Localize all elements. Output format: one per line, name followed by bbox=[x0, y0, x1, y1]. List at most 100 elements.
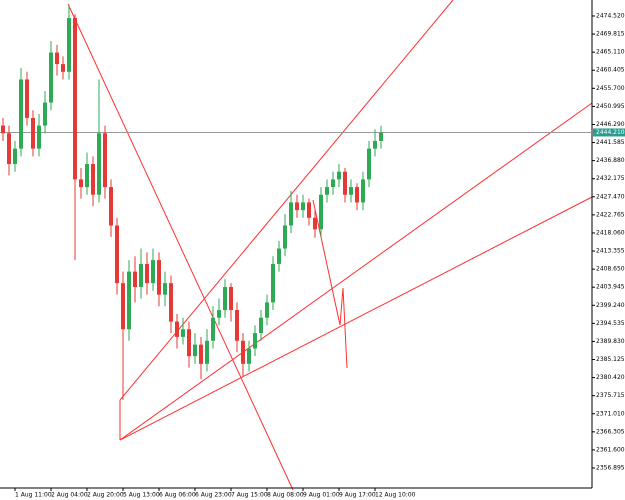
candle-body bbox=[199, 344, 203, 364]
candle-body bbox=[163, 283, 167, 295]
candle-body bbox=[313, 217, 317, 230]
y-tick-label: 2371.010 bbox=[596, 410, 625, 417]
trend-line bbox=[119, 196, 593, 441]
candle-body bbox=[91, 164, 95, 195]
candle-body bbox=[115, 225, 119, 284]
candle-body bbox=[187, 329, 191, 357]
trend-line bbox=[67, 3, 294, 491]
candle-body bbox=[367, 148, 371, 180]
candle-body bbox=[337, 171, 341, 180]
candle-body bbox=[127, 271, 131, 330]
candle-body bbox=[175, 321, 179, 337]
y-tick-label: 2436.880 bbox=[596, 157, 625, 164]
y-tick-label: 2356.895 bbox=[596, 464, 625, 471]
candle-body bbox=[13, 148, 17, 165]
candle-body bbox=[73, 17, 77, 180]
candle-body bbox=[55, 52, 59, 65]
candle-body bbox=[301, 202, 305, 211]
candle-body bbox=[283, 225, 287, 249]
candle-body bbox=[325, 187, 329, 195]
x-tick-label: 1 Aug 11:00 bbox=[15, 492, 52, 499]
candle-body bbox=[319, 194, 323, 230]
candle-body bbox=[121, 283, 125, 330]
candle-body bbox=[379, 132, 383, 141]
candle-body bbox=[49, 52, 53, 103]
candle-body bbox=[247, 348, 251, 364]
y-tick-label: 2460.405 bbox=[596, 67, 625, 74]
x-tick-label: 5 Aug 13:00 bbox=[123, 492, 160, 499]
candle-body bbox=[193, 344, 197, 357]
candle-body bbox=[109, 187, 113, 226]
y-tick-label: 2408.650 bbox=[596, 266, 625, 273]
candle-body bbox=[331, 179, 335, 188]
y-tick-label: 2465.110 bbox=[596, 49, 625, 56]
candle-body bbox=[361, 179, 365, 203]
x-tick-label: 9 Aug 17:00 bbox=[339, 492, 376, 499]
candle-body bbox=[103, 133, 107, 188]
candle-body bbox=[1, 125, 5, 134]
candle-body bbox=[271, 263, 275, 303]
candle-body bbox=[181, 329, 185, 337]
y-tick-label: 2366.305 bbox=[596, 428, 625, 435]
y-tick-label: 2455.700 bbox=[596, 85, 625, 92]
y-tick-label: 2361.600 bbox=[596, 446, 625, 453]
candle-body bbox=[205, 340, 209, 364]
candle-body bbox=[211, 317, 215, 341]
candle-body bbox=[307, 202, 311, 218]
y-tick-label: 2418.060 bbox=[596, 229, 625, 236]
candle-body bbox=[277, 248, 281, 264]
y-tick-label: 2394.535 bbox=[596, 320, 625, 327]
candle-body bbox=[157, 260, 161, 295]
candle-body bbox=[223, 286, 227, 311]
x-tick-label: 7 Aug 15:00 bbox=[231, 492, 268, 499]
trend-line bbox=[119, 102, 593, 441]
y-tick-label: 2413.355 bbox=[596, 248, 625, 255]
zigzag bbox=[312, 199, 348, 369]
y-tick-label: 2375.715 bbox=[596, 392, 625, 399]
candle-body bbox=[67, 17, 71, 72]
y-tick-label: 2432.175 bbox=[596, 175, 625, 182]
candle-body bbox=[349, 187, 353, 195]
y-tick-label: 2469.815 bbox=[596, 31, 625, 38]
candle-body bbox=[79, 179, 83, 188]
candle-body bbox=[145, 263, 149, 284]
x-tick-label: 12 Aug 10:00 bbox=[375, 492, 416, 499]
x-tick-label: 6 Aug 23:00 bbox=[195, 492, 232, 499]
candle-body bbox=[241, 340, 245, 364]
candle-body bbox=[43, 102, 47, 126]
y-tick-label: 2389.830 bbox=[596, 338, 625, 345]
candle-body bbox=[7, 133, 11, 165]
candle-body bbox=[343, 171, 347, 195]
candle-body bbox=[295, 202, 299, 211]
candle-body bbox=[229, 286, 233, 311]
candle-body bbox=[355, 187, 359, 203]
y-tick-label: 2385.125 bbox=[596, 356, 625, 363]
candle-body bbox=[253, 333, 257, 349]
candle-body bbox=[139, 263, 143, 287]
y-tick-label: 2422.765 bbox=[596, 211, 625, 218]
candle-body bbox=[373, 140, 377, 149]
y-tick-label: 2403.945 bbox=[596, 284, 625, 291]
x-tick-label: 2 Aug 20:00 bbox=[87, 492, 124, 499]
candle-body bbox=[169, 283, 173, 322]
candle-body bbox=[25, 79, 29, 118]
candle-body bbox=[61, 64, 65, 72]
y-tick-label: 2380.420 bbox=[596, 374, 625, 381]
x-tick-label: 9 Aug 01:00 bbox=[303, 492, 340, 499]
current-price-box bbox=[593, 128, 625, 137]
y-tick-label: 2446.290 bbox=[596, 121, 625, 128]
trend-line bbox=[119, 0, 454, 401]
y-tick-label: 2450.995 bbox=[596, 103, 625, 110]
x-tick-label: 8 Aug 08:00 bbox=[267, 492, 304, 499]
candle-body bbox=[85, 164, 89, 188]
candle-body bbox=[151, 260, 155, 284]
candle-body bbox=[31, 117, 35, 149]
candle-body bbox=[133, 271, 137, 287]
candle-body bbox=[217, 310, 221, 318]
x-tick-label: 6 Aug 06:00 bbox=[159, 492, 196, 499]
current-price-label: 2444.210 bbox=[596, 129, 625, 136]
candle-body bbox=[97, 133, 101, 195]
y-tick-label: 2427.470 bbox=[596, 193, 625, 200]
